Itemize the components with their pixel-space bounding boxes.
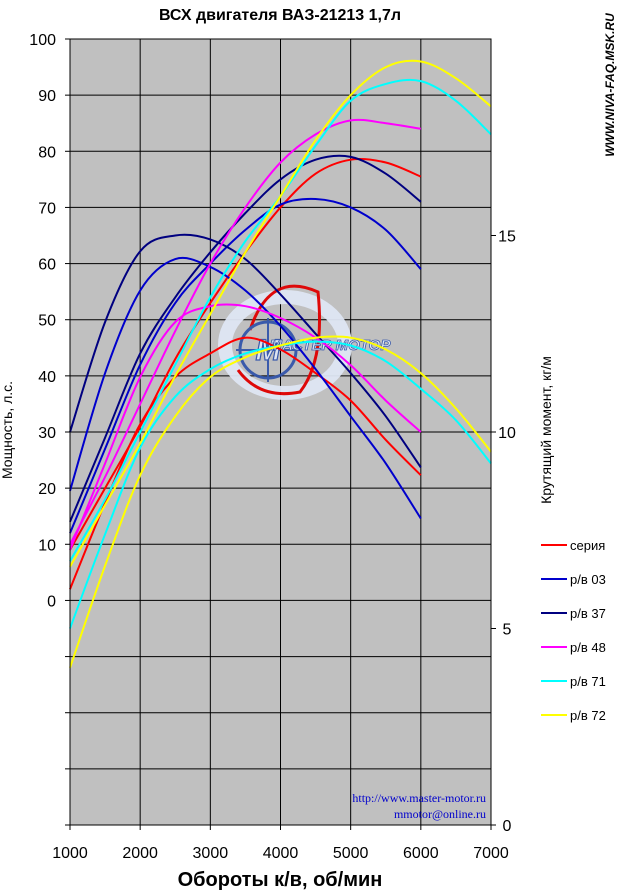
y-tick-label: 40 [38, 369, 56, 386]
y-tick-label: 70 [38, 200, 56, 217]
legend-entry-label: р/в 48 [570, 640, 606, 655]
x-axis-label: Обороты к/в, об/мин [178, 869, 383, 891]
y-axis-label: Мощность, л.с. [0, 381, 15, 479]
x-tick-label: 3000 [193, 845, 229, 862]
y-tick-label: 30 [38, 425, 56, 442]
y2-tick-label: 10 [498, 425, 516, 442]
x-tick-label: 5000 [333, 845, 369, 862]
x-tick-label: 2000 [122, 845, 158, 862]
y-tick-label: 100 [29, 32, 56, 49]
site-watermark: WWW.NIVA-FAQ.MSK.RU [603, 13, 617, 157]
x-tick-label: 7000 [473, 845, 509, 862]
y2-tick-label: 0 [503, 818, 512, 835]
website-url: http://www.master-motor.ru [352, 791, 486, 805]
chart-title: ВСХ двигателя ВАЗ-21213 1,7л [159, 7, 401, 24]
y-tick-label: 50 [38, 313, 56, 330]
power-series-line [69, 197, 422, 534]
x-tick-label: 6000 [403, 845, 439, 862]
torque-series-line [69, 256, 422, 520]
torque-series-line [69, 335, 492, 669]
legend-entry-label: серия [570, 538, 605, 553]
y2-axis-label: Крутящий момент, кг/м [538, 356, 554, 504]
power-series-line [69, 59, 492, 568]
power-series-line [69, 118, 421, 545]
y2-tick-label: 5 [503, 622, 512, 639]
y-tick-label: 10 [38, 537, 56, 554]
torque-series-line [69, 233, 422, 468]
legend-entry-label: р/в 71 [570, 674, 606, 689]
y-tick-label: 60 [38, 257, 56, 274]
legend-entry-label: р/в 72 [570, 708, 606, 723]
torque-series-line [69, 303, 422, 551]
series-layer [69, 59, 492, 669]
y-tick-label: 80 [38, 144, 56, 161]
y-tick-label: 90 [38, 88, 56, 105]
y2-tick-label: 15 [498, 229, 516, 246]
y-tick-label: 0 [47, 593, 56, 610]
power-series-line [69, 154, 422, 523]
legend: серия р/в 03 р/в 37 р/в 48 р/в 71 р/в 72 [541, 538, 606, 723]
y-tick-label: 20 [38, 481, 56, 498]
x-tick-label: 1000 [52, 845, 88, 862]
email-address: mmotor@online.ru [394, 807, 486, 821]
x-tick-label: 4000 [263, 845, 299, 862]
legend-entry-label: р/в 37 [570, 606, 606, 621]
legend-entry-label: р/в 03 [570, 572, 606, 587]
torque-series-line [69, 336, 422, 590]
